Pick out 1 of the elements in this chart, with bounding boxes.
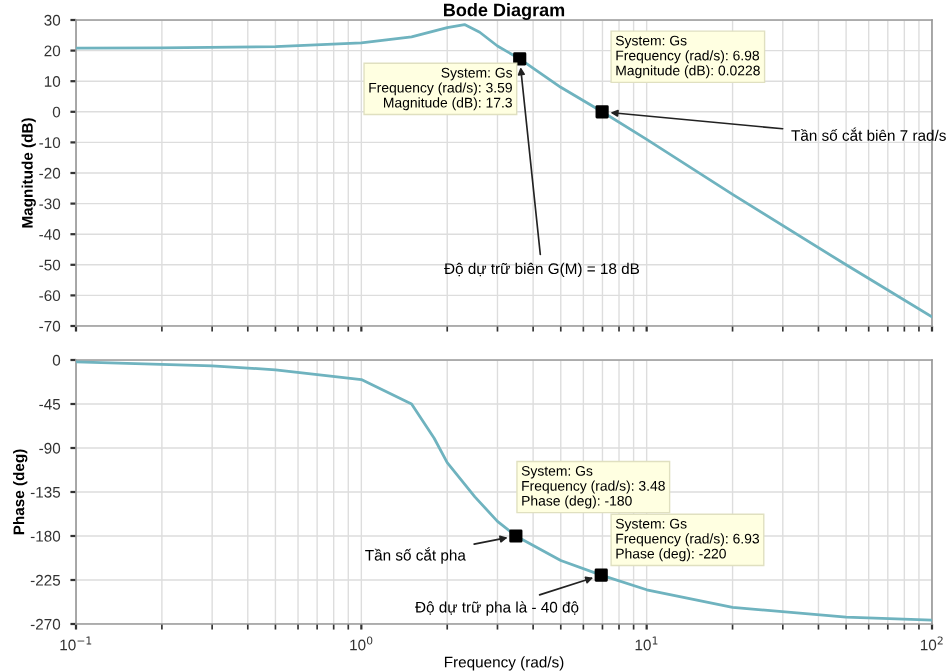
chart-title: Bode Diagram [444, 3, 565, 20]
